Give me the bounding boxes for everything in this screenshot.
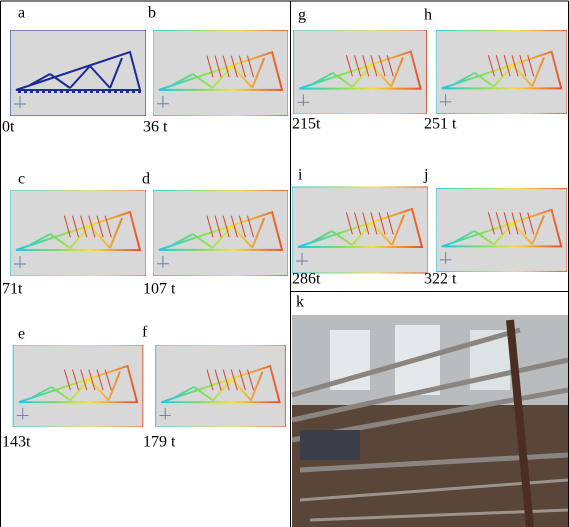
arrow [503,212,511,235]
arrow [354,55,362,77]
panel-label: e [18,326,25,343]
arrow [487,212,495,235]
arrow [206,215,214,238]
panel-label: a [18,5,25,22]
arrow [80,215,88,238]
arrow [527,212,535,235]
arrow [222,55,230,78]
model-image [12,345,144,427]
arrow [88,215,96,238]
arrow [238,369,246,391]
arrow [370,55,378,77]
arrow [487,55,495,77]
arrow [247,215,254,238]
force-arrows [206,55,254,78]
arrow [345,55,353,77]
arrow [88,369,96,391]
panel-caption: 143t [2,434,31,451]
arrow [72,369,80,391]
arrow [511,212,519,235]
arrow [230,369,238,391]
arrow [63,369,71,391]
model-image [292,30,428,114]
panel-label: k [296,294,304,311]
arrow [214,55,222,78]
arrow [370,212,378,235]
panel-label: d [142,171,150,188]
arrow [80,369,88,391]
force-arrows [487,212,535,235]
panel-caption: 322 t [424,271,457,288]
arrow [230,55,238,78]
arrow [378,55,386,77]
arrow [238,55,246,78]
arrow [511,55,519,77]
panel-label: c [18,171,25,188]
arrow [230,215,238,238]
force-arrows [345,55,394,77]
arrow [96,215,104,238]
arrow [378,212,386,235]
arrow [519,212,527,235]
arrow [214,215,222,238]
model-image [154,345,287,427]
panel-caption: 286t [292,271,321,288]
model-image [10,190,146,276]
force-arrows [206,369,254,391]
arrow [354,212,362,235]
force-arrows [63,215,112,238]
panel-caption: 179 t [143,434,176,451]
panel-caption: 71t [2,281,23,298]
photo [291,315,569,527]
arrow [222,369,230,391]
panel-label: i [298,167,303,184]
model-image [153,190,288,276]
panel-caption: 0t [2,119,15,136]
arrow [503,55,511,77]
force-arrows [345,212,394,235]
arrow [104,369,112,391]
arrow [63,215,71,238]
arrow [247,55,254,78]
arrow [386,212,394,235]
force-arrows [206,215,254,238]
arrow [96,369,104,391]
arrow [247,369,254,391]
panel-label: h [424,7,432,24]
arrow [72,215,80,238]
model-image [292,186,428,274]
arrow [495,55,503,77]
panel-caption: 36 t [143,119,168,136]
model-image [153,30,288,116]
arrow [222,215,230,238]
arrow [386,55,394,77]
arrow [238,215,246,238]
panel-caption: 251 t [424,116,457,133]
panel-label: f [142,324,148,341]
arrow [104,215,112,238]
arrow [362,55,370,77]
panel-caption: 107 t [143,281,176,298]
force-arrows [487,55,535,77]
arrow [362,212,370,235]
panel-label: j [423,167,428,184]
arrow [206,55,214,78]
arrow [206,369,214,391]
arrow [527,55,535,77]
force-arrows [63,369,112,391]
model-image [10,30,146,116]
arrow [345,212,353,235]
panel-label: g [298,7,306,24]
arrow [519,55,527,77]
panel-label: b [148,5,156,22]
arrow [214,369,222,391]
panel-caption: 215t [292,116,321,133]
arrow [495,212,503,235]
